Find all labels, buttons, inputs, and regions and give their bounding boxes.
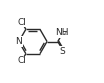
Text: S: S	[59, 47, 65, 56]
Text: NH: NH	[55, 28, 69, 37]
Text: 2: 2	[63, 31, 67, 36]
Text: Cl: Cl	[17, 56, 26, 65]
Text: Cl: Cl	[17, 18, 26, 27]
Text: N: N	[15, 37, 22, 46]
